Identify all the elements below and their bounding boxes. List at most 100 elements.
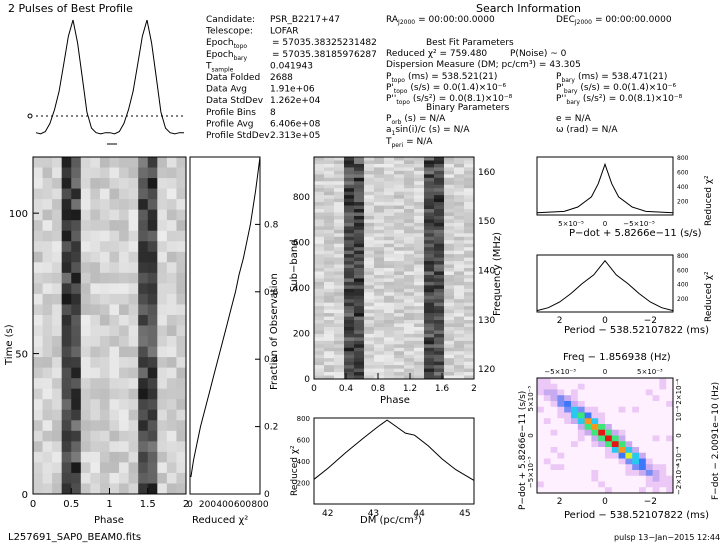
time-phase-cell: [128, 336, 139, 347]
time-phase-cell: [109, 367, 120, 379]
ppdot-cell: [598, 470, 606, 477]
ppdot-cell: [550, 429, 558, 436]
time-phase-cell: [90, 462, 101, 474]
subband-cell: [414, 323, 425, 328]
time-phase-cell: [128, 209, 139, 221]
subband-cell: [314, 316, 325, 321]
subband-cell: [414, 299, 425, 304]
subband-cell: [314, 313, 325, 317]
subband-cell: [324, 157, 335, 161]
subband-cell: [434, 222, 445, 227]
time-phase-cell: [109, 441, 120, 453]
dm-ytick-label: 400: [297, 458, 310, 466]
time-phase-cell: [109, 230, 120, 242]
subband-cell: [374, 288, 385, 293]
subband-cell: [404, 202, 415, 206]
subband-cell: [334, 361, 345, 366]
time-phase-cell: [42, 157, 53, 168]
ppdot-cell: [584, 429, 592, 436]
time-phase-cell: [61, 357, 72, 369]
subband-cell: [434, 212, 445, 217]
subband-cell: [404, 340, 415, 345]
subband-cell: [394, 170, 405, 175]
subband-cell: [334, 215, 345, 220]
subband-cell: [424, 313, 435, 317]
subband-cell: [384, 306, 395, 311]
subband-cell: [434, 191, 445, 196]
time-phase-cell: [99, 409, 110, 421]
subband-cell: [464, 215, 475, 220]
subband-cell: [414, 326, 425, 331]
subband-cell: [384, 254, 395, 258]
subband-cell: [324, 358, 335, 363]
subband-cell: [394, 264, 405, 269]
time-phase-cell: [42, 314, 53, 326]
time-phase-cell: [90, 367, 101, 379]
subband-cell: [424, 229, 435, 234]
time-phase-cell: [52, 367, 63, 379]
ppdot-cell: [611, 447, 619, 454]
ppdot-cell: [584, 458, 592, 465]
subband-cell: [334, 170, 345, 175]
subband-cell: [414, 274, 425, 279]
subband-cell: [464, 184, 475, 189]
subband-cell: [444, 292, 455, 297]
subband-cell: [334, 354, 345, 359]
subband-cell: [314, 229, 325, 234]
subband-cell: [384, 285, 395, 290]
ppdot-cell: [618, 441, 626, 448]
time-phase-cell: [119, 304, 130, 316]
subband-cell: [464, 229, 475, 234]
subband-cell: [324, 375, 335, 380]
time-phase-ytick-label: 0: [22, 490, 28, 501]
ppdot-cell: [543, 481, 551, 488]
time-phase-cell: [128, 251, 139, 263]
ppdot-cell: [645, 470, 653, 477]
subband-cell: [314, 274, 325, 279]
ppdot-cell: [584, 401, 592, 408]
subband-cell: [354, 233, 365, 238]
ppdot-cell: [659, 401, 667, 408]
ppdot-cell: [557, 458, 565, 465]
subband-cell: [404, 365, 415, 369]
subband-cell: [334, 340, 345, 345]
subband-cell: [424, 236, 435, 241]
time-phase-cell: [90, 472, 101, 484]
time-phase-cell: [109, 420, 120, 432]
time-phase-cell: [90, 399, 101, 411]
subband-cell: [364, 285, 375, 290]
ppdot-cell: [577, 435, 585, 442]
time-phase-cell: [176, 178, 187, 189]
ppdot-cell: [625, 475, 633, 482]
ppdot-cell: [666, 441, 674, 448]
time-phase-cell: [147, 272, 158, 284]
subband-cell: [334, 247, 345, 252]
time-phase-cell: [99, 346, 110, 358]
time-phase-cell: [128, 199, 139, 211]
subband-cell: [464, 226, 475, 231]
ppdot-cell: [618, 389, 626, 396]
subband-cell: [344, 205, 355, 210]
ppdot-top-tick-label: −5×10⁻³: [544, 368, 576, 376]
subband-cell: [364, 229, 375, 234]
subband-cell: [414, 333, 425, 338]
subband-cell: [384, 243, 395, 248]
subband-cell: [444, 205, 455, 210]
subband-cell: [344, 188, 355, 193]
time-phase-cell: [33, 251, 43, 263]
time-phase-cell: [61, 241, 72, 253]
time-phase-cell: [147, 483, 158, 495]
subband-cell: [434, 361, 445, 366]
subband-cell: [384, 198, 395, 203]
subband-cell: [394, 233, 405, 238]
subband-cell: [394, 240, 405, 245]
ppdot-cell: [598, 395, 606, 402]
subband-cell: [364, 313, 375, 317]
subband-cell: [344, 198, 355, 203]
subband-cell: [374, 292, 385, 297]
subband-cell: [394, 202, 405, 206]
ppdot-cell: [639, 475, 647, 482]
time-phase-cell: [147, 314, 158, 326]
